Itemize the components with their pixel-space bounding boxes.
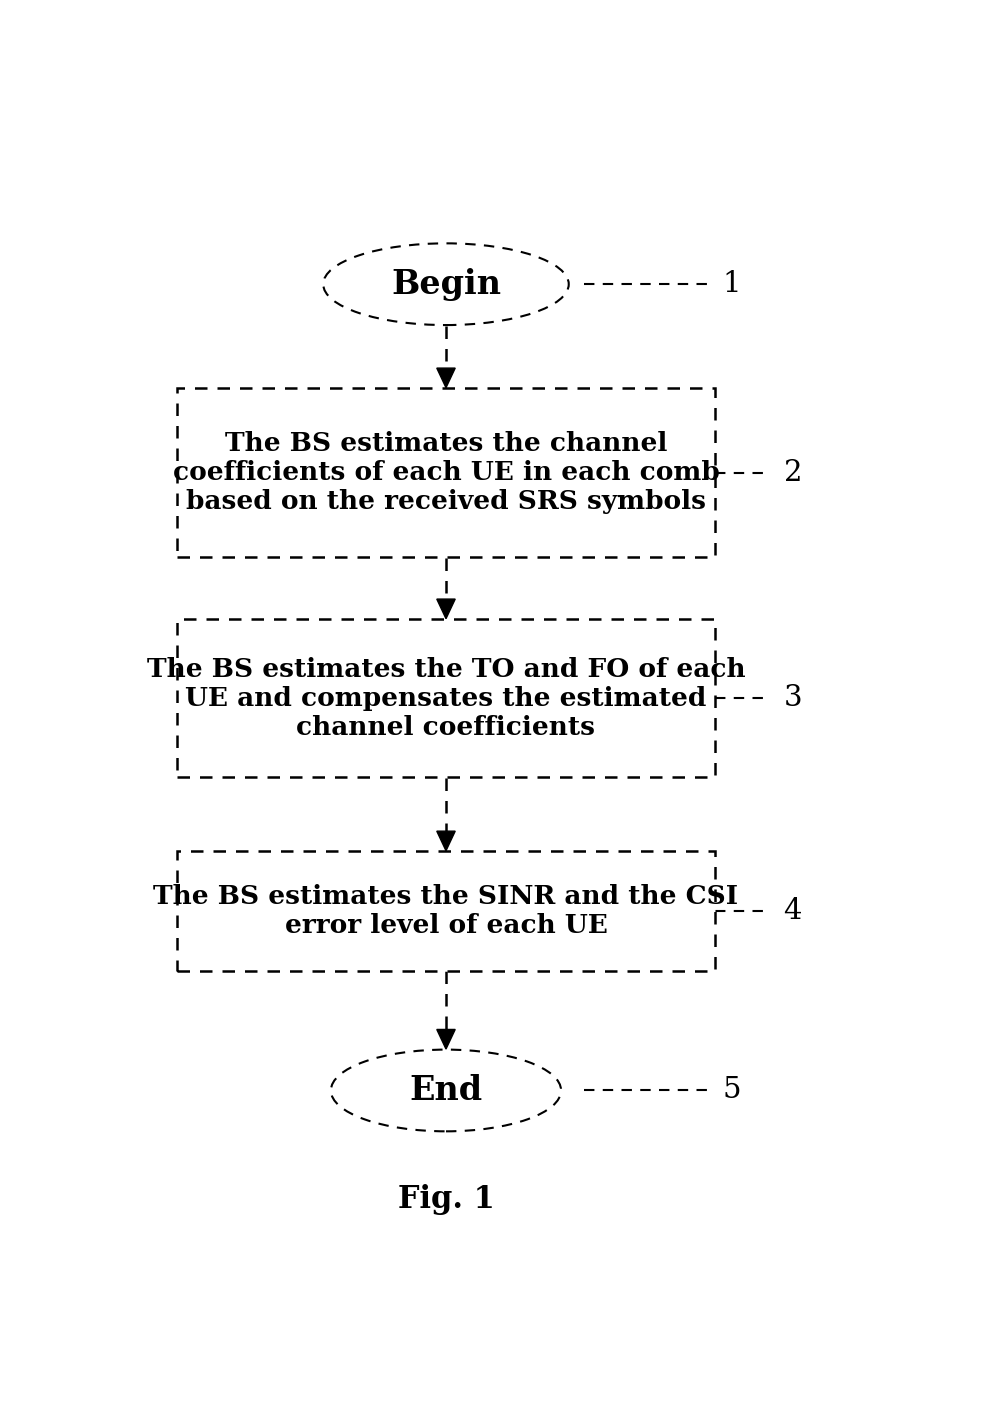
Polygon shape (437, 368, 455, 388)
Text: 3: 3 (784, 685, 802, 712)
Text: The BS estimates the SINR and the CSI
error level of each UE: The BS estimates the SINR and the CSI er… (153, 884, 739, 938)
Ellipse shape (331, 1050, 561, 1132)
Polygon shape (437, 599, 455, 618)
Bar (177, 850, 715, 971)
Bar (177, 620, 715, 777)
Polygon shape (437, 831, 455, 850)
Text: 2: 2 (784, 458, 802, 487)
Text: Begin: Begin (391, 267, 501, 301)
Text: 4: 4 (784, 897, 802, 924)
Text: Fig. 1: Fig. 1 (398, 1184, 494, 1215)
Polygon shape (437, 1030, 455, 1049)
Ellipse shape (323, 243, 568, 325)
Text: 1: 1 (723, 270, 741, 299)
Text: The BS estimates the TO and FO of each
UE and compensates the estimated
channel : The BS estimates the TO and FO of each U… (147, 657, 745, 740)
Text: 5: 5 (723, 1077, 741, 1105)
Text: The BS estimates the channel
coefficients of each UE in each comb
based on the r: The BS estimates the channel coefficient… (172, 432, 720, 514)
Bar (177, 388, 715, 558)
Text: End: End (410, 1074, 482, 1107)
